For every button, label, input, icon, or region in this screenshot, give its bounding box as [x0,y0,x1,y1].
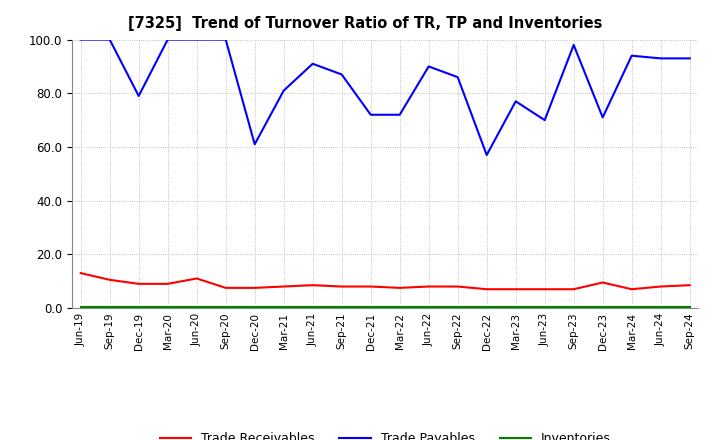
Trade Receivables [454,284,462,289]
Trade Receivables [279,284,288,289]
Inventories [279,304,288,310]
Inventories [685,304,694,310]
Inventories [366,304,375,310]
Inventories [105,304,114,310]
Text: [7325]  Trend of Turnover Ratio of TR, TP and Inventories: [7325] Trend of Turnover Ratio of TR, TP… [128,16,603,32]
Trade Receivables [192,276,201,281]
Trade Receivables [163,281,172,286]
Trade Payables [308,61,317,66]
Trade Payables [454,74,462,80]
Trade Receivables [308,282,317,288]
Trade Receivables [366,284,375,289]
Trade Payables [395,112,404,117]
Inventories [76,304,85,310]
Trade Payables [76,37,85,42]
Inventories [135,304,143,310]
Inventories [598,304,607,310]
Trade Receivables [105,277,114,282]
Inventories [424,304,433,310]
Inventories [221,304,230,310]
Trade Payables [163,37,172,42]
Inventories [482,304,491,310]
Trade Payables [598,115,607,120]
Trade Payables [424,64,433,69]
Inventories [251,304,259,310]
Trade Receivables [76,271,85,276]
Inventories [338,304,346,310]
Trade Payables [511,99,520,104]
Line: Trade Payables: Trade Payables [81,40,690,155]
Trade Payables [338,72,346,77]
Trade Payables [251,142,259,147]
Trade Receivables [251,285,259,290]
Inventories [657,304,665,310]
Inventories [511,304,520,310]
Trade Payables [221,37,230,42]
Trade Receivables [395,285,404,290]
Trade Payables [570,42,578,48]
Trade Payables [627,53,636,59]
Trade Payables [135,93,143,99]
Trade Payables [192,37,201,42]
Inventories [627,304,636,310]
Trade Receivables [338,284,346,289]
Trade Receivables [541,286,549,292]
Inventories [163,304,172,310]
Inventories [308,304,317,310]
Trade Receivables [598,280,607,285]
Trade Receivables [221,285,230,290]
Trade Receivables [685,282,694,288]
Inventories [395,304,404,310]
Trade Payables [685,56,694,61]
Trade Payables [279,88,288,93]
Trade Receivables [482,286,491,292]
Trade Payables [105,37,114,42]
Trade Payables [541,117,549,123]
Inventories [541,304,549,310]
Inventories [570,304,578,310]
Trade Payables [657,56,665,61]
Legend: Trade Receivables, Trade Payables, Inventories: Trade Receivables, Trade Payables, Inven… [155,427,616,440]
Trade Receivables [570,286,578,292]
Inventories [192,304,201,310]
Trade Receivables [657,284,665,289]
Trade Payables [482,152,491,158]
Inventories [454,304,462,310]
Trade Payables [366,112,375,117]
Line: Trade Receivables: Trade Receivables [81,273,690,289]
Trade Receivables [511,286,520,292]
Trade Receivables [424,284,433,289]
Trade Receivables [627,286,636,292]
Trade Receivables [135,281,143,286]
